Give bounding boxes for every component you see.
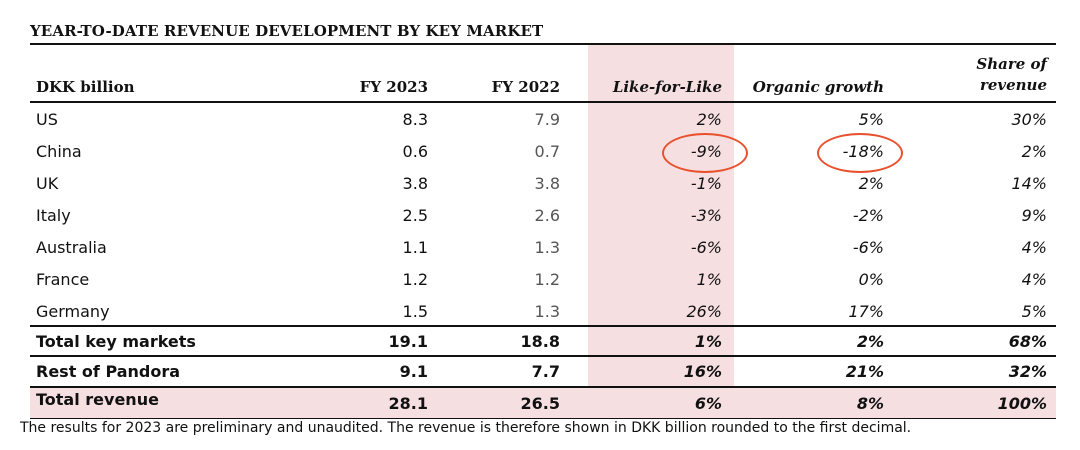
cell-organic-growth: 8% — [856, 394, 884, 413]
cell-share: 14% — [1011, 174, 1047, 193]
cell-fy2022: 26.5 — [520, 394, 560, 413]
cell-fy2022: 0.7 — [534, 142, 560, 161]
cell-share: 9% — [1021, 206, 1047, 225]
cell-organic-growth: 21% — [845, 362, 884, 381]
header-share-line1: Share of — [976, 55, 1047, 73]
cell-fy2023: 1.5 — [402, 302, 428, 321]
cell-organic-growth: 17% — [848, 302, 884, 321]
cell-share: 30% — [1011, 110, 1047, 129]
table-header-row: DKK billion FY 2023 FY 2022 Like-for-Lik… — [0, 45, 1080, 101]
cell-organic-growth: 2% — [858, 174, 884, 193]
row-label: China — [36, 142, 82, 161]
china-like-for-like-circle — [662, 133, 748, 173]
cell-fy2022: 3.8 — [534, 174, 560, 193]
table-row: Italy 2.5 2.6 -3% -2% 9% — [0, 200, 1080, 232]
row-label: Total revenue — [36, 390, 159, 409]
table-row: China 0.6 0.7 -9% -18% 2% — [0, 136, 1080, 168]
cell-organic-growth: -6% — [852, 238, 884, 257]
cell-organic-growth: 2% — [856, 332, 884, 351]
cell-like-for-like: 1% — [696, 270, 722, 289]
cell-fy2022: 1.3 — [534, 238, 560, 257]
cell-fy2022: 7.7 — [531, 362, 560, 381]
cell-fy2023: 19.1 — [388, 332, 428, 351]
cell-fy2023: 1.1 — [402, 238, 428, 257]
header-fy2023: FY 2023 — [359, 78, 428, 96]
table-row: France 1.2 1.2 1% 0% 4% — [0, 264, 1080, 296]
total-key-markets-rule — [30, 325, 1056, 327]
row-label: Germany — [36, 302, 110, 321]
header-share-line2: revenue — [979, 76, 1047, 94]
cell-like-for-like: 16% — [683, 362, 722, 381]
table-row: Australia 1.1 1.3 -6% -6% 4% — [0, 232, 1080, 264]
row-label: Australia — [36, 238, 107, 257]
total-revenue-rule — [30, 386, 1056, 388]
cell-share: 4% — [1021, 238, 1047, 257]
cell-fy2022: 1.2 — [534, 270, 560, 289]
cell-like-for-like: 2% — [696, 110, 722, 129]
title-rule — [30, 43, 1056, 45]
cell-share: 68% — [1008, 332, 1047, 351]
rest-of-pandora-rule — [30, 355, 1056, 357]
table-title: YEAR-TO-DATE REVENUE DEVELOPMENT BY KEY … — [30, 22, 544, 40]
cell-fy2023: 3.8 — [402, 174, 428, 193]
cell-fy2022: 7.9 — [534, 110, 560, 129]
cell-like-for-like: 26% — [686, 302, 722, 321]
cell-organic-growth: 0% — [858, 270, 884, 289]
row-label: France — [36, 270, 90, 289]
cell-share: 32% — [1008, 362, 1047, 381]
total-row-rest-of-pandora: Rest of Pandora 9.1 7.7 16% 21% 32% — [0, 356, 1080, 388]
table-bottom-rule — [30, 418, 1056, 419]
cell-fy2022: 18.8 — [520, 332, 560, 351]
cell-fy2023: 0.6 — [402, 142, 428, 161]
cell-fy2022: 1.3 — [534, 302, 560, 321]
header-dkk-billion: DKK billion — [36, 78, 135, 96]
row-label: Total key markets — [36, 332, 196, 351]
cell-fy2022: 2.6 — [534, 206, 560, 225]
table-row: US 8.3 7.9 2% 5% 30% — [0, 104, 1080, 136]
cell-organic-growth: -2% — [852, 206, 884, 225]
table-row: UK 3.8 3.8 -1% 2% 14% — [0, 168, 1080, 200]
header-fy2022: FY 2022 — [491, 78, 560, 96]
cell-like-for-like: -3% — [690, 206, 722, 225]
cell-organic-growth: 5% — [858, 110, 884, 129]
cell-like-for-like: -1% — [690, 174, 722, 193]
row-label: US — [36, 110, 58, 129]
row-label: Rest of Pandora — [36, 362, 181, 381]
footnote: The results for 2023 are preliminary and… — [20, 420, 912, 436]
table-row: Germany 1.5 1.3 26% 17% 5% — [0, 296, 1080, 328]
total-revenue-highlight-row — [30, 387, 1056, 418]
cell-like-for-like: 6% — [694, 394, 722, 413]
total-row-key-markets: Total key markets 19.1 18.8 1% 2% 68% — [0, 326, 1080, 358]
total-row-revenue: Total revenue 28.1 26.5 6% 8% 100% — [0, 386, 1080, 418]
cell-share: 4% — [1021, 270, 1047, 289]
header-share-of-revenue: Share of revenue — [976, 54, 1047, 96]
row-label: Italy — [36, 206, 71, 225]
cell-like-for-like: -6% — [690, 238, 722, 257]
header-rule — [30, 101, 1056, 103]
header-organic-growth: Organic growth — [752, 78, 884, 96]
cell-fy2023: 28.1 — [388, 394, 428, 413]
header-like-for-like: Like-for-Like — [612, 78, 722, 96]
cell-like-for-like: 1% — [694, 332, 722, 351]
cell-share: 2% — [1021, 142, 1047, 161]
cell-fy2023: 2.5 — [402, 206, 428, 225]
cell-fy2023: 8.3 — [402, 110, 428, 129]
cell-fy2023: 9.1 — [399, 362, 428, 381]
row-label: UK — [36, 174, 59, 193]
cell-share: 100% — [997, 394, 1047, 413]
cell-share: 5% — [1021, 302, 1047, 321]
china-organic-growth-circle — [817, 133, 903, 173]
cell-fy2023: 1.2 — [402, 270, 428, 289]
